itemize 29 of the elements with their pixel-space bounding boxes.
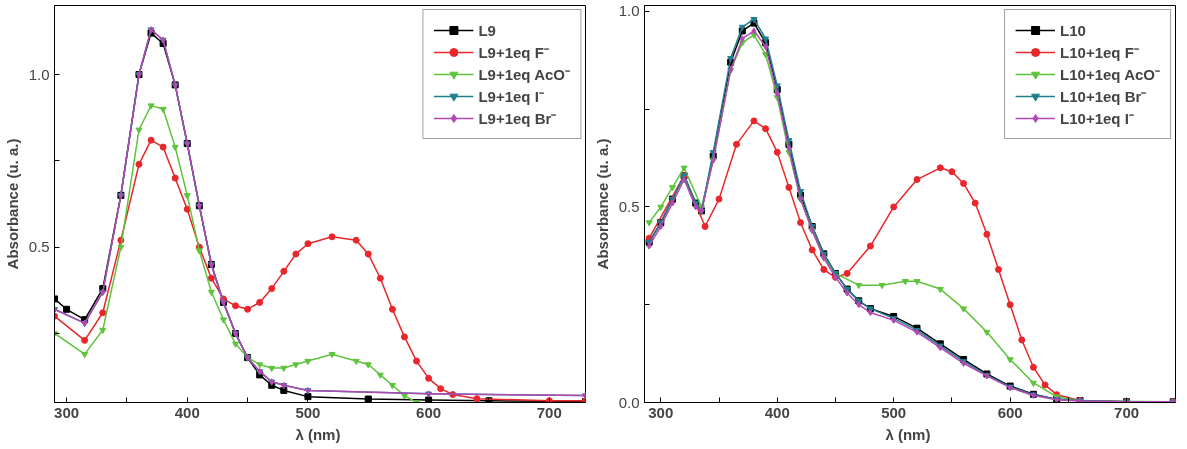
x-tick-label: 600: [997, 403, 1023, 421]
x-tick-label: 300: [54, 403, 80, 421]
x-tick-label: 400: [174, 403, 200, 421]
legend-label: L9+1eq F⁻: [478, 43, 549, 62]
legend-label: L10+1eq F⁻: [1060, 43, 1139, 62]
x-axis-title: λ (nm): [295, 425, 341, 443]
y-tick-label: 1.0: [618, 2, 640, 20]
x-tick-label: 500: [295, 403, 321, 421]
y-tick-label: 0.0: [618, 393, 640, 411]
x-tick-label: 600: [416, 403, 442, 421]
legend-label: L9+1eq Br⁻: [478, 109, 557, 128]
legend-label: L9+1eq I⁻: [478, 87, 544, 106]
legend-label: L9: [478, 21, 497, 39]
x-tick-label: 700: [536, 403, 562, 421]
legend-label: L10+1eq I⁻: [1060, 109, 1134, 128]
y-tick-label: 1.0: [28, 65, 50, 83]
legend-label: L10+1eq AcO⁻: [1060, 65, 1160, 84]
y-tick-label: 0.5: [618, 197, 640, 215]
y-axis-title: Absorbance (u. a.): [593, 138, 611, 270]
x-tick-label: 700: [1114, 403, 1140, 421]
x-tick-label: 400: [764, 403, 790, 421]
legend-label: L10: [1060, 21, 1086, 39]
y-axis-title: Absorbance (u. a.): [3, 138, 21, 270]
x-tick-label: 500: [881, 403, 907, 421]
x-tick-label: 300: [648, 403, 674, 421]
y-tick-label: 0.5: [28, 238, 50, 256]
x-axis-title: λ (nm): [885, 425, 931, 443]
legend-label: L10+1eq Br⁻: [1060, 87, 1147, 106]
legend-label: L9+1eq AcO⁻: [478, 65, 570, 84]
